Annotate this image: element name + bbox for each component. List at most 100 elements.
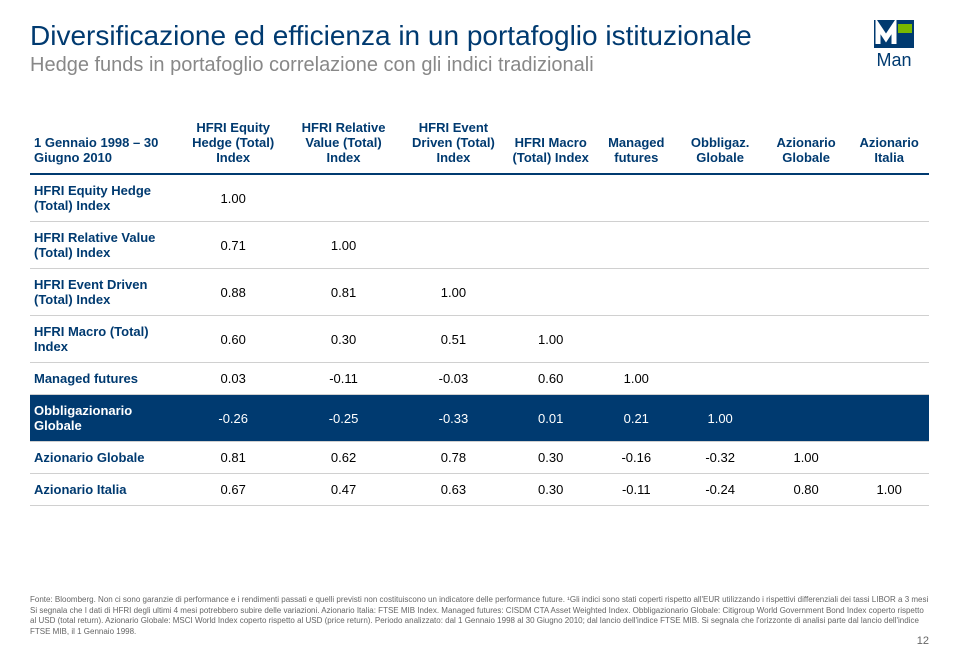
row-label: HFRI Equity Hedge (Total) Index: [30, 174, 180, 222]
cell: 0.30: [506, 474, 595, 506]
cell: -0.32: [677, 442, 763, 474]
table-row: Azionario Italia0.670.470.630.30-0.11-0.…: [30, 474, 929, 506]
cell: 1.00: [849, 474, 929, 506]
cell: [849, 363, 929, 395]
correlation-table: 1 Gennaio 1998 – 30 Giugno 2010 HFRI Equ…: [30, 112, 929, 506]
col-header: HFRI Event Driven (Total) Index: [401, 112, 506, 174]
cell: -0.16: [595, 442, 677, 474]
cell: 0.30: [506, 442, 595, 474]
correlation-table-wrap: 1 Gennaio 1998 – 30 Giugno 2010 HFRI Equ…: [30, 112, 929, 506]
cell: [401, 174, 506, 222]
cell: [763, 269, 849, 316]
cell: 0.03: [180, 363, 286, 395]
page-title: Diversificazione ed efficienza in un por…: [30, 20, 859, 52]
cell: 0.21: [595, 395, 677, 442]
cell: [763, 363, 849, 395]
row-label: Azionario Globale: [30, 442, 180, 474]
cell: [849, 395, 929, 442]
cell: 0.88: [180, 269, 286, 316]
cell: 0.63: [401, 474, 506, 506]
row-label: Azionario Italia: [30, 474, 180, 506]
cell: 1.00: [401, 269, 506, 316]
table-row: Managed futures0.03-0.11-0.030.601.00: [30, 363, 929, 395]
row-label: HFRI Relative Value (Total) Index: [30, 222, 180, 269]
cell: 1.00: [180, 174, 286, 222]
cell: 1.00: [286, 222, 400, 269]
brand-name: Man: [859, 50, 929, 71]
cell: 0.51: [401, 316, 506, 363]
cell: -0.25: [286, 395, 400, 442]
cell: [677, 174, 763, 222]
cell: [506, 269, 595, 316]
col-header: HFRI Relative Value (Total) Index: [286, 112, 400, 174]
cell: 1.00: [506, 316, 595, 363]
title-block: Diversificazione ed efficienza in un por…: [30, 20, 859, 77]
page-subtitle: Hedge funds in portafoglio correlazione …: [30, 54, 859, 77]
cell: 0.71: [180, 222, 286, 269]
cell: [849, 316, 929, 363]
col-header: HFRI Macro (Total) Index: [506, 112, 595, 174]
cell: 1.00: [595, 363, 677, 395]
cell: [677, 316, 763, 363]
cell: -0.33: [401, 395, 506, 442]
cell: [849, 442, 929, 474]
cell: -0.03: [401, 363, 506, 395]
row-label: Managed futures: [30, 363, 180, 395]
cell: -0.26: [180, 395, 286, 442]
page-number: 12: [917, 635, 929, 647]
row-label: HFRI Event Driven (Total) Index: [30, 269, 180, 316]
cell: [677, 222, 763, 269]
col-header: Azionario Globale: [763, 112, 849, 174]
table-row: Obbligazionario Globale-0.26-0.25-0.330.…: [30, 395, 929, 442]
cell: -0.24: [677, 474, 763, 506]
cell: 1.00: [677, 395, 763, 442]
header: Diversificazione ed efficienza in un por…: [30, 20, 929, 77]
cell: [849, 222, 929, 269]
row-label: Obbligazionario Globale: [30, 395, 180, 442]
cell: 0.81: [180, 442, 286, 474]
cell: [595, 269, 677, 316]
cell: -0.11: [595, 474, 677, 506]
table-row: Azionario Globale0.810.620.780.30-0.16-0…: [30, 442, 929, 474]
period-header: 1 Gennaio 1998 – 30 Giugno 2010: [30, 112, 180, 174]
cell: [506, 174, 595, 222]
cell: [763, 316, 849, 363]
col-header: Obbligaz. Globale: [677, 112, 763, 174]
cell: 0.30: [286, 316, 400, 363]
cell: [763, 395, 849, 442]
cell: 0.67: [180, 474, 286, 506]
cell: -0.11: [286, 363, 400, 395]
cell: 0.01: [506, 395, 595, 442]
col-header: Managed futures: [595, 112, 677, 174]
cell: 0.47: [286, 474, 400, 506]
cell: [677, 269, 763, 316]
cell: 0.78: [401, 442, 506, 474]
man-logo-icon: [874, 20, 914, 48]
cell: 0.80: [763, 474, 849, 506]
cell: [595, 174, 677, 222]
cell: 0.81: [286, 269, 400, 316]
table-row: HFRI Event Driven (Total) Index0.880.811…: [30, 269, 929, 316]
cell: [849, 269, 929, 316]
cell: 0.60: [180, 316, 286, 363]
row-label: HFRI Macro (Total) Index: [30, 316, 180, 363]
cell: [286, 174, 400, 222]
cell: 0.60: [506, 363, 595, 395]
table-row: HFRI Macro (Total) Index0.600.300.511.00: [30, 316, 929, 363]
footnote: Fonte: Bloomberg. Non ci sono garanzie d…: [30, 595, 929, 637]
cell: [677, 363, 763, 395]
cell: 0.62: [286, 442, 400, 474]
table-row: HFRI Equity Hedge (Total) Index1.00: [30, 174, 929, 222]
cell: [849, 174, 929, 222]
table-row: HFRI Relative Value (Total) Index0.711.0…: [30, 222, 929, 269]
col-header: HFRI Equity Hedge (Total) Index: [180, 112, 286, 174]
cell: [401, 222, 506, 269]
table-header-row: 1 Gennaio 1998 – 30 Giugno 2010 HFRI Equ…: [30, 112, 929, 174]
cell: 1.00: [763, 442, 849, 474]
cell: [506, 222, 595, 269]
cell: [763, 222, 849, 269]
col-header: Azionario Italia: [849, 112, 929, 174]
cell: [763, 174, 849, 222]
brand-logo: Man: [859, 20, 929, 71]
cell: [595, 222, 677, 269]
